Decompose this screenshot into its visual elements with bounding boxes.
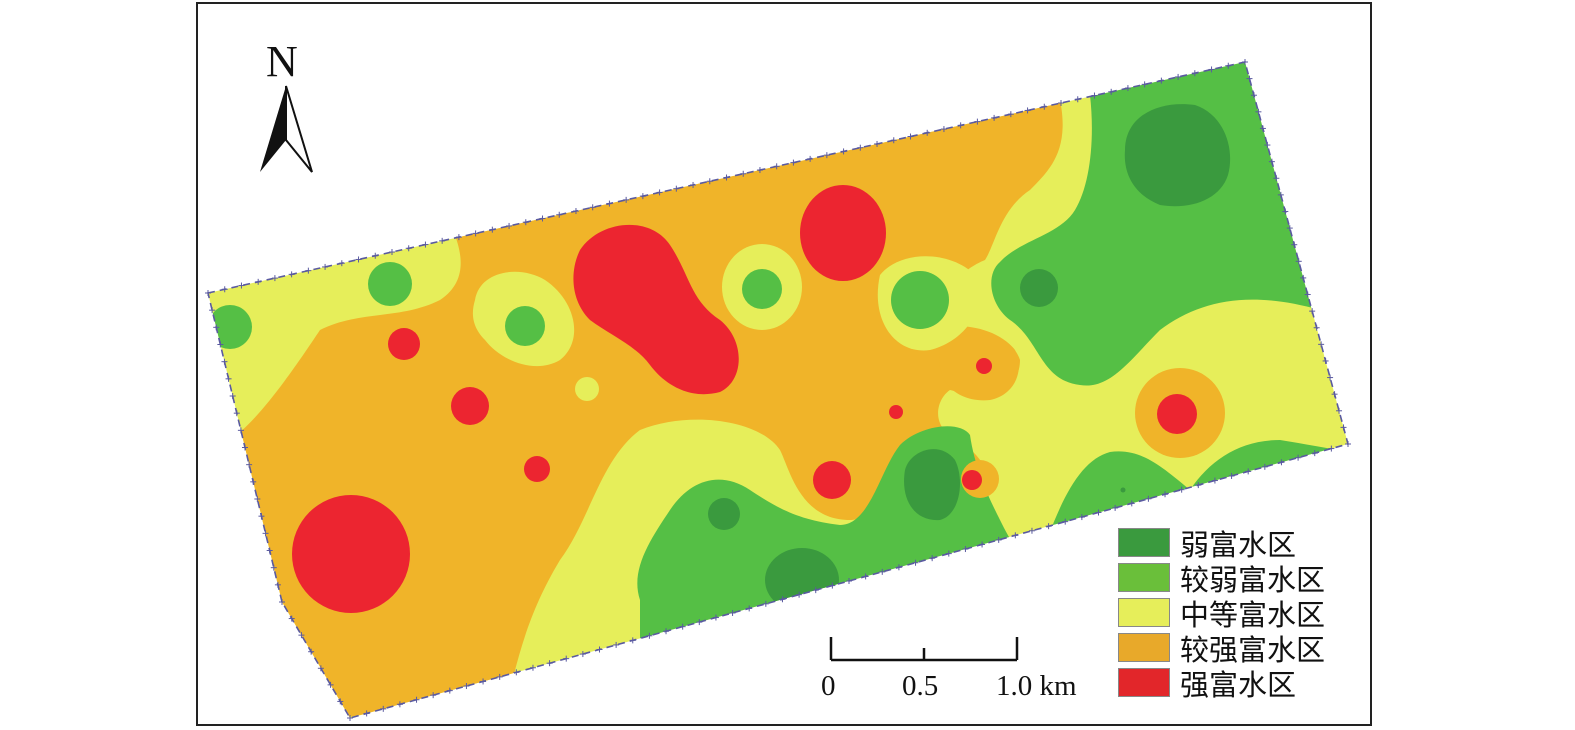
legend-item-medium: 中等富水区 <box>1118 595 1325 632</box>
zone-weak-circle-2 <box>708 498 740 530</box>
scale-bar-graphic <box>829 637 1019 662</box>
zone-weak-circle-1 <box>1020 269 1058 307</box>
zone-weaker-circle-2 <box>505 306 545 346</box>
scale-tick-0: 0 <box>821 670 836 702</box>
boundary-ticks <box>205 59 1351 721</box>
legend-label-medium: 中等富水区 <box>1180 597 1326 632</box>
zone-strong-dot-6 <box>976 358 992 374</box>
legend-label-weak: 弱富水区 <box>1180 527 1297 562</box>
zone-medium-island-3 <box>575 377 599 401</box>
legend-swatch-strong <box>1118 668 1170 697</box>
legend-swatch-weak <box>1118 528 1170 557</box>
zone-weak-south-2 <box>765 548 839 612</box>
legend-label-strong: 强富水区 <box>1180 667 1297 702</box>
zone-weak-south-1 <box>904 449 960 521</box>
north-label: N <box>266 37 298 86</box>
legend-label-stronger: 较强富水区 <box>1180 632 1326 667</box>
zone-strong-dot-7 <box>962 470 982 490</box>
north-arrow-icon <box>260 85 313 173</box>
zone-strong-north <box>800 185 886 281</box>
zone-strong-dot-2 <box>451 387 489 425</box>
zone-strong-dot-8 <box>1157 394 1197 434</box>
zone-strong-dot-5 <box>889 405 903 419</box>
zone-strong-dot-1 <box>388 328 420 360</box>
zone-weaker-east <box>991 62 1320 386</box>
zone-strong-central <box>573 224 739 395</box>
zone-strong-dot-3 <box>524 456 550 482</box>
scale-bar: 0 0.5 1.0 km <box>820 632 1077 702</box>
legend-swatch-weaker <box>1118 563 1170 592</box>
legend-item-weak: 弱富水区 <box>1118 525 1325 562</box>
zone-weaker-circle-1 <box>368 262 412 306</box>
legend-item-strong: 强富水区 <box>1118 665 1325 702</box>
zone-weak-ne <box>1124 104 1231 207</box>
legend-label-weaker: 较弱富水区 <box>1180 562 1326 597</box>
scale-tick-2: 1.0 km <box>996 670 1077 702</box>
legend-item-stronger: 较强富水区 <box>1118 630 1325 667</box>
zone-weaker-circle-3 <box>742 269 782 309</box>
legend: 弱富水区 较弱富水区 中等富水区 较强富水区 强富水区 <box>1118 525 1325 702</box>
zone-strong-sw <box>292 495 410 613</box>
legend-item-weaker: 较弱富水区 <box>1118 560 1325 597</box>
zone-strong-dot-4 <box>813 461 851 499</box>
scale-tick-1: 0.5 <box>902 670 939 702</box>
zone-weak-dot <box>1120 487 1126 493</box>
legend-swatch-stronger <box>1118 633 1170 662</box>
legend-swatch-medium <box>1118 598 1170 627</box>
zone-weaker-circle-4 <box>891 271 949 329</box>
